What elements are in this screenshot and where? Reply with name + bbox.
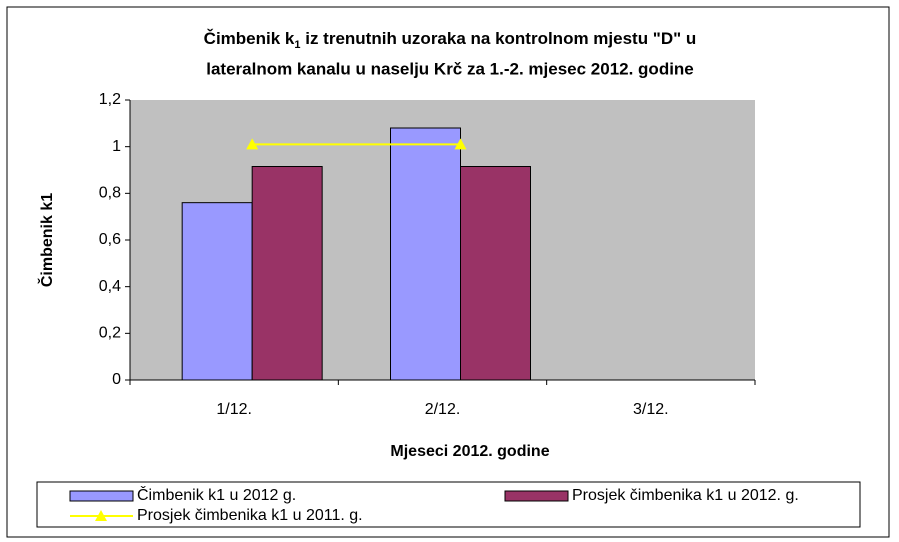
chart-title: Čimbenik k1 iz trenutnih uzoraka na kont…: [204, 29, 697, 50]
legend-label: Prosjek čimbenika k1 u 2012. g.: [572, 487, 799, 504]
y-tick-label: 1,2: [99, 91, 121, 108]
bar: [251, 166, 323, 381]
x-tick-label: 2/12.: [425, 401, 461, 418]
legend-marker: [95, 510, 107, 521]
bar: [460, 166, 531, 381]
x-axis-title: Mjeseci 2012. godine: [390, 443, 549, 460]
legend-swatch: [69, 490, 134, 502]
x-tick-label: 3/12.: [633, 401, 669, 418]
line-marker: [454, 138, 467, 150]
legend-label: Prosjek čimbenika k1 u 2011. g.: [137, 507, 363, 524]
y-tick-label: 0: [112, 371, 121, 388]
chart-title: lateralnom kanalu u naselju Krč za 1.-2.…: [206, 59, 694, 78]
legend-swatch: [504, 490, 569, 502]
y-tick-label: 0,2: [99, 325, 121, 342]
y-tick-label: 0,6: [99, 231, 121, 248]
line-marker: [246, 138, 259, 150]
y-tick-label: 0,4: [99, 278, 121, 295]
x-tick-label: 1/12.: [216, 401, 252, 418]
bar: [181, 202, 253, 381]
legend-label: Čimbenik k1 u 2012 g.: [137, 485, 296, 504]
y-tick-label: 1: [112, 138, 121, 155]
bar: [390, 127, 461, 381]
legend-box: [36, 481, 861, 528]
y-tick-label: 0,8: [99, 185, 121, 202]
y-axis-title: Čimbenik k1: [37, 193, 56, 287]
